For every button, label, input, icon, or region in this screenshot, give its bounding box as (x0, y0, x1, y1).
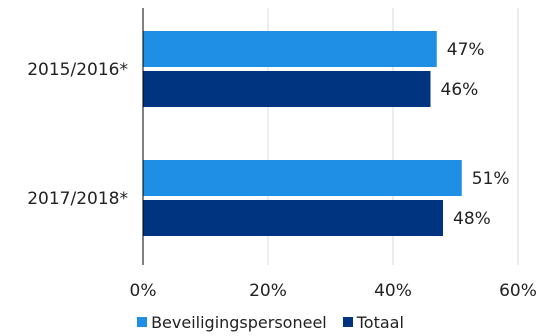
x-tick-labels: 0% 20% 40% 60% (130, 281, 537, 301)
legend-item-beveiligingspersoneel: Beveiligingspersoneel (137, 313, 327, 332)
x-tick-label: 0% (130, 281, 157, 301)
legend-swatch-beveiligingspersoneel (137, 317, 148, 327)
data-label: 46% (441, 80, 479, 100)
legend-swatch-totaal (342, 317, 353, 327)
x-tick-label: 20% (249, 281, 287, 301)
x-tick-label: 40% (374, 281, 412, 301)
data-label: 48% (453, 209, 491, 229)
x-tick-label: 60% (499, 281, 537, 301)
data-label: 47% (447, 40, 485, 60)
legend-item-totaal: Totaal (342, 312, 404, 332)
data-label: 51% (472, 169, 510, 189)
bar (143, 200, 443, 236)
data-labels: 47% 46% 51% 48% (441, 40, 510, 229)
bar (143, 71, 431, 107)
legend: Beveiligingspersoneel Totaal (0, 311, 541, 333)
legend-label-totaal: Totaal (356, 312, 404, 332)
category-label: 2015/2016* (27, 60, 128, 80)
category-labels: 2015/2016* 2017/2018* (27, 60, 128, 209)
category-label: 2017/2018* (27, 189, 128, 209)
legend-label-beveiligingspersoneel: Beveiligingspersoneel (151, 312, 327, 332)
bars (143, 31, 462, 236)
bar (143, 160, 462, 196)
bar (143, 31, 437, 67)
